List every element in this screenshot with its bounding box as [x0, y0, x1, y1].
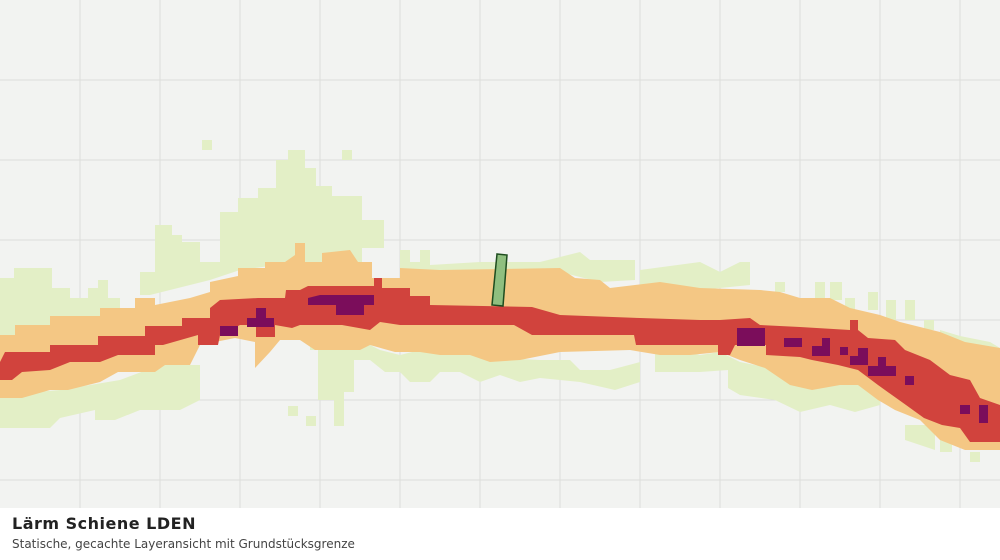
map-subtitle: Statische, gecachte Layeransicht mit Gru… — [12, 537, 355, 551]
parcel-boundary — [491, 253, 508, 307]
caption: Lärm Schiene LDEN Statische, gecachte La… — [0, 508, 1000, 560]
map — [0, 0, 1000, 508]
noise-zone-medium — [0, 243, 1000, 450]
map-title: Lärm Schiene LDEN — [12, 514, 196, 533]
noise-zone-very-high — [220, 295, 988, 423]
